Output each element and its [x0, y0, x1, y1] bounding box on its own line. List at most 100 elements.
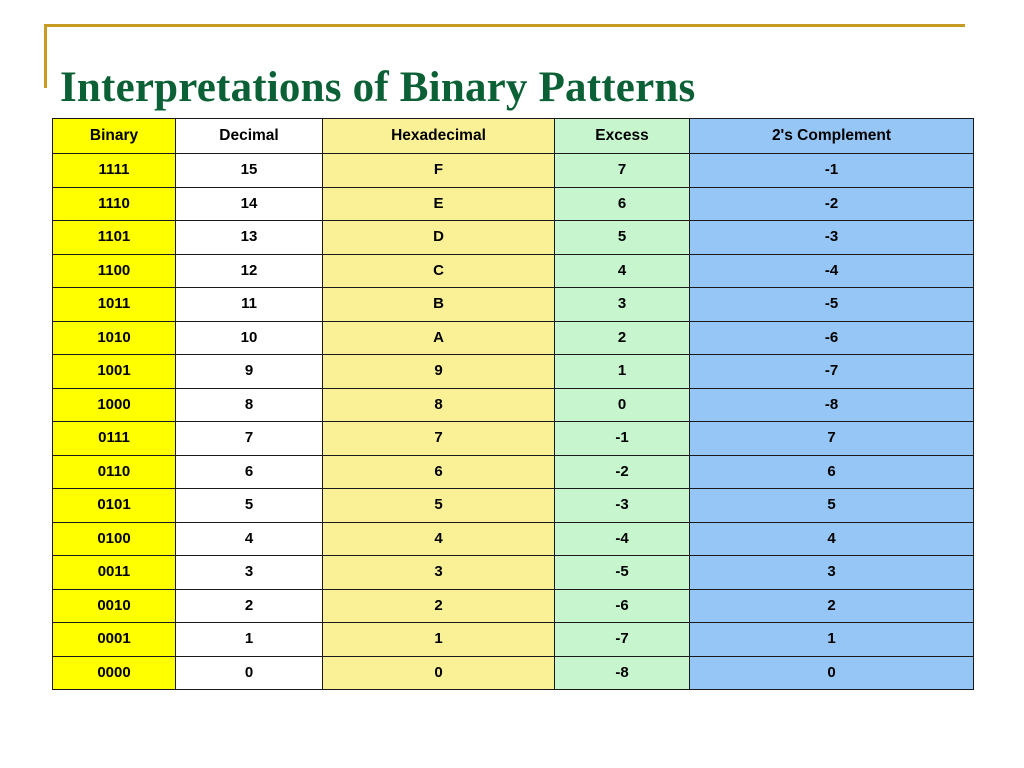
cell-twos: 4: [689, 521, 974, 556]
cell-binary: 0110: [52, 454, 176, 489]
binary-patterns-table-container: Binary Decimal Hexadecimal Excess 2's Co…: [52, 118, 974, 690]
table-row: 1011 11 B 3 -5: [52, 287, 974, 322]
title-rule-vertical: [44, 24, 47, 88]
table-row: 1110 14 E 6 -2: [52, 186, 974, 221]
cell-decimal: 12: [175, 253, 323, 288]
cell-excess: -5: [554, 555, 690, 590]
cell-decimal: 11: [175, 287, 323, 322]
cell-decimal: 10: [175, 320, 323, 355]
cell-twos: 7: [689, 421, 974, 456]
cell-decimal: 3: [175, 555, 323, 590]
cell-excess: 1: [554, 354, 690, 389]
cell-excess: 5: [554, 220, 690, 255]
cell-decimal: 2: [175, 588, 323, 623]
cell-binary: 0010: [52, 588, 176, 623]
cell-twos: -8: [689, 387, 974, 422]
cell-decimal: 14: [175, 186, 323, 221]
cell-excess: 4: [554, 253, 690, 288]
cell-binary: 0011: [52, 555, 176, 590]
cell-binary: 1001: [52, 354, 176, 389]
cell-hex: 5: [322, 488, 555, 523]
column-header-excess: Excess: [554, 118, 690, 154]
table-row: 0000 0 0 -8 0: [52, 655, 974, 690]
table-row: 1100 12 C 4 -4: [52, 253, 974, 288]
table-row: 1111 15 F 7 -1: [52, 153, 974, 188]
cell-binary: 1100: [52, 253, 176, 288]
cell-binary: 0000: [52, 655, 176, 690]
cell-twos: 5: [689, 488, 974, 523]
cell-hex: 8: [322, 387, 555, 422]
cell-excess: -2: [554, 454, 690, 489]
cell-binary: 0001: [52, 622, 176, 657]
cell-twos: -7: [689, 354, 974, 389]
cell-hex: F: [322, 153, 555, 188]
cell-twos: 6: [689, 454, 974, 489]
cell-hex: B: [322, 287, 555, 322]
cell-twos: -3: [689, 220, 974, 255]
table-row: 0110 6 6 -2 6: [52, 454, 974, 489]
title-rule-horizontal: [44, 24, 965, 27]
cell-decimal: 15: [175, 153, 323, 188]
column-header-decimal: Decimal: [175, 118, 323, 154]
table-row: 0101 5 5 -3 5: [52, 488, 974, 523]
cell-hex: 2: [322, 588, 555, 623]
cell-excess: -3: [554, 488, 690, 523]
cell-twos: 2: [689, 588, 974, 623]
cell-twos: 0: [689, 655, 974, 690]
cell-binary: 1010: [52, 320, 176, 355]
cell-hex: E: [322, 186, 555, 221]
cell-decimal: 1: [175, 622, 323, 657]
cell-decimal: 8: [175, 387, 323, 422]
cell-excess: 2: [554, 320, 690, 355]
column-header-hexadecimal: Hexadecimal: [322, 118, 555, 154]
cell-binary: 0111: [52, 421, 176, 456]
table-row: 1101 13 D 5 -3: [52, 220, 974, 255]
cell-excess: 6: [554, 186, 690, 221]
cell-twos: 3: [689, 555, 974, 590]
cell-decimal: 5: [175, 488, 323, 523]
cell-hex: 3: [322, 555, 555, 590]
cell-decimal: 9: [175, 354, 323, 389]
cell-hex: 4: [322, 521, 555, 556]
cell-twos: -6: [689, 320, 974, 355]
cell-binary: 1110: [52, 186, 176, 221]
cell-binary: 0100: [52, 521, 176, 556]
cell-excess: 7: [554, 153, 690, 188]
cell-twos: -5: [689, 287, 974, 322]
cell-decimal: 0: [175, 655, 323, 690]
table-row: 1010 10 A 2 -6: [52, 320, 974, 355]
table-row: 0111 7 7 -1 7: [52, 421, 974, 456]
column-header-binary: Binary: [52, 118, 176, 154]
cell-hex: 9: [322, 354, 555, 389]
cell-hex: 7: [322, 421, 555, 456]
cell-hex: A: [322, 320, 555, 355]
cell-hex: C: [322, 253, 555, 288]
table-row: 0001 1 1 -7 1: [52, 622, 974, 657]
cell-excess: -1: [554, 421, 690, 456]
table-row: 0100 4 4 -4 4: [52, 521, 974, 556]
cell-excess: 0: [554, 387, 690, 422]
cell-hex: 1: [322, 622, 555, 657]
cell-decimal: 7: [175, 421, 323, 456]
cell-excess: -6: [554, 588, 690, 623]
cell-decimal: 13: [175, 220, 323, 255]
cell-excess: -4: [554, 521, 690, 556]
column-header-twos-complement: 2's Complement: [689, 118, 974, 154]
cell-excess: -7: [554, 622, 690, 657]
cell-twos: -4: [689, 253, 974, 288]
cell-excess: 3: [554, 287, 690, 322]
table-row: 1001 9 9 1 -7: [52, 354, 974, 389]
cell-excess: -8: [554, 655, 690, 690]
cell-binary: 1011: [52, 287, 176, 322]
table-row: 1000 8 8 0 -8: [52, 387, 974, 422]
cell-binary: 1101: [52, 220, 176, 255]
table-header-row: Binary Decimal Hexadecimal Excess 2's Co…: [52, 118, 974, 154]
cell-hex: 0: [322, 655, 555, 690]
cell-hex: D: [322, 220, 555, 255]
cell-decimal: 6: [175, 454, 323, 489]
cell-binary: 1000: [52, 387, 176, 422]
table-body: 1111 15 F 7 -1 1110 14 E 6 -2 1101 13 D 5 -3 1100 12 C 4 -4…: [52, 153, 974, 690]
cell-binary: 1111: [52, 153, 176, 188]
table-row: 0010 2 2 -6 2: [52, 588, 974, 623]
cell-binary: 0101: [52, 488, 176, 523]
